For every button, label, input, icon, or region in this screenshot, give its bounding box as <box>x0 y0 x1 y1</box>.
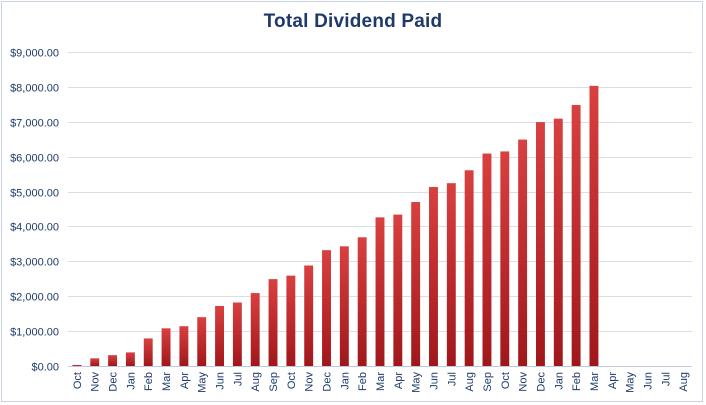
x-tick-label: Apr <box>393 372 405 389</box>
bar <box>536 122 545 366</box>
x-tick-label: Apr <box>607 372 619 389</box>
x-tick-label: Aug <box>464 372 476 392</box>
bar <box>232 302 242 366</box>
bar <box>215 305 224 366</box>
x-tick-label: Sep <box>268 372 280 392</box>
y-tick-label: $5,000.00 <box>10 188 59 200</box>
bars <box>72 85 599 366</box>
x-tick-label: Feb <box>571 372 583 391</box>
bar <box>161 328 171 366</box>
bar <box>446 183 456 366</box>
bar <box>482 153 492 366</box>
x-tick-label: Jun <box>642 372 654 390</box>
x-tick-label: Jan <box>339 372 351 390</box>
y-axis-ticks: $0.00 $1,000.00 $2,000.00 $3,000.00 $4,000.0… <box>10 48 59 374</box>
x-tick-label: Sep <box>482 372 494 392</box>
y-tick-label: $8,000.00 <box>10 83 59 95</box>
bar <box>322 250 331 366</box>
x-tick-label: Apr <box>179 372 191 389</box>
x-tick-label: Jul <box>446 372 458 386</box>
bar <box>571 105 581 366</box>
bar <box>411 202 421 366</box>
x-tick-label: May <box>197 372 209 393</box>
x-tick-label: Mar <box>161 372 173 391</box>
x-tick-label: Nov <box>304 372 316 392</box>
x-tick-label: Feb <box>357 372 369 391</box>
y-tick-label: $2,000.00 <box>10 292 59 304</box>
bar <box>268 279 278 366</box>
x-tick-label: Mar <box>589 372 601 391</box>
x-tick-label: Nov <box>90 372 102 392</box>
chart-title: Total Dividend Paid <box>263 11 443 32</box>
x-tick-label: Oct <box>72 372 84 389</box>
x-tick-label: May <box>625 372 637 393</box>
x-tick-label: Dec <box>322 372 334 392</box>
bar <box>429 187 438 366</box>
x-tick-label: Feb <box>143 372 155 391</box>
x-tick-label: Aug <box>250 372 262 392</box>
y-tick-label: $3,000.00 <box>10 257 59 269</box>
bar <box>197 317 207 366</box>
x-tick-label: Jan <box>125 372 137 390</box>
x-tick-label: Jan <box>553 372 565 390</box>
bar <box>500 151 510 366</box>
bar <box>357 237 367 366</box>
bar <box>304 265 314 366</box>
bar <box>553 118 563 366</box>
x-tick-label: Jul <box>232 372 244 386</box>
bar <box>518 139 528 366</box>
y-tick-label: $7,000.00 <box>10 118 59 130</box>
x-axis-ticks: Oct Nov Dec Jan Feb Mar Apr May Jun Jul Aug Sep Oct N… <box>72 372 690 393</box>
bar <box>375 217 385 366</box>
bar <box>72 364 82 366</box>
y-tick-label: $0.00 <box>31 362 59 374</box>
bar <box>393 214 403 366</box>
x-tick-label: Oct <box>500 372 512 389</box>
x-tick-label: Jun <box>428 372 440 390</box>
bar <box>250 293 260 366</box>
y-tick-label: $4,000.00 <box>10 222 59 234</box>
bar <box>125 352 135 366</box>
bar <box>108 355 118 366</box>
x-tick-label: Jun <box>215 372 227 390</box>
bar <box>179 326 189 366</box>
x-tick-label: Nov <box>518 372 530 392</box>
y-tick-label: $1,000.00 <box>10 327 59 339</box>
y-tick-label: $9,000.00 <box>10 48 59 60</box>
x-tick-label: Mar <box>375 372 387 391</box>
y-tick-label: $6,000.00 <box>10 153 59 165</box>
bar <box>286 275 296 366</box>
x-tick-label: Oct <box>286 372 298 389</box>
x-tick-label: May <box>411 372 423 393</box>
bar <box>143 338 153 366</box>
x-tick-label: Dec <box>108 372 120 392</box>
bar <box>589 85 599 366</box>
bar <box>339 246 349 366</box>
x-tick-label: Dec <box>535 372 547 392</box>
bar <box>90 358 100 366</box>
bar <box>464 170 474 366</box>
x-tick-label: Jul <box>660 372 672 386</box>
x-tick-label: Aug <box>678 372 690 392</box>
